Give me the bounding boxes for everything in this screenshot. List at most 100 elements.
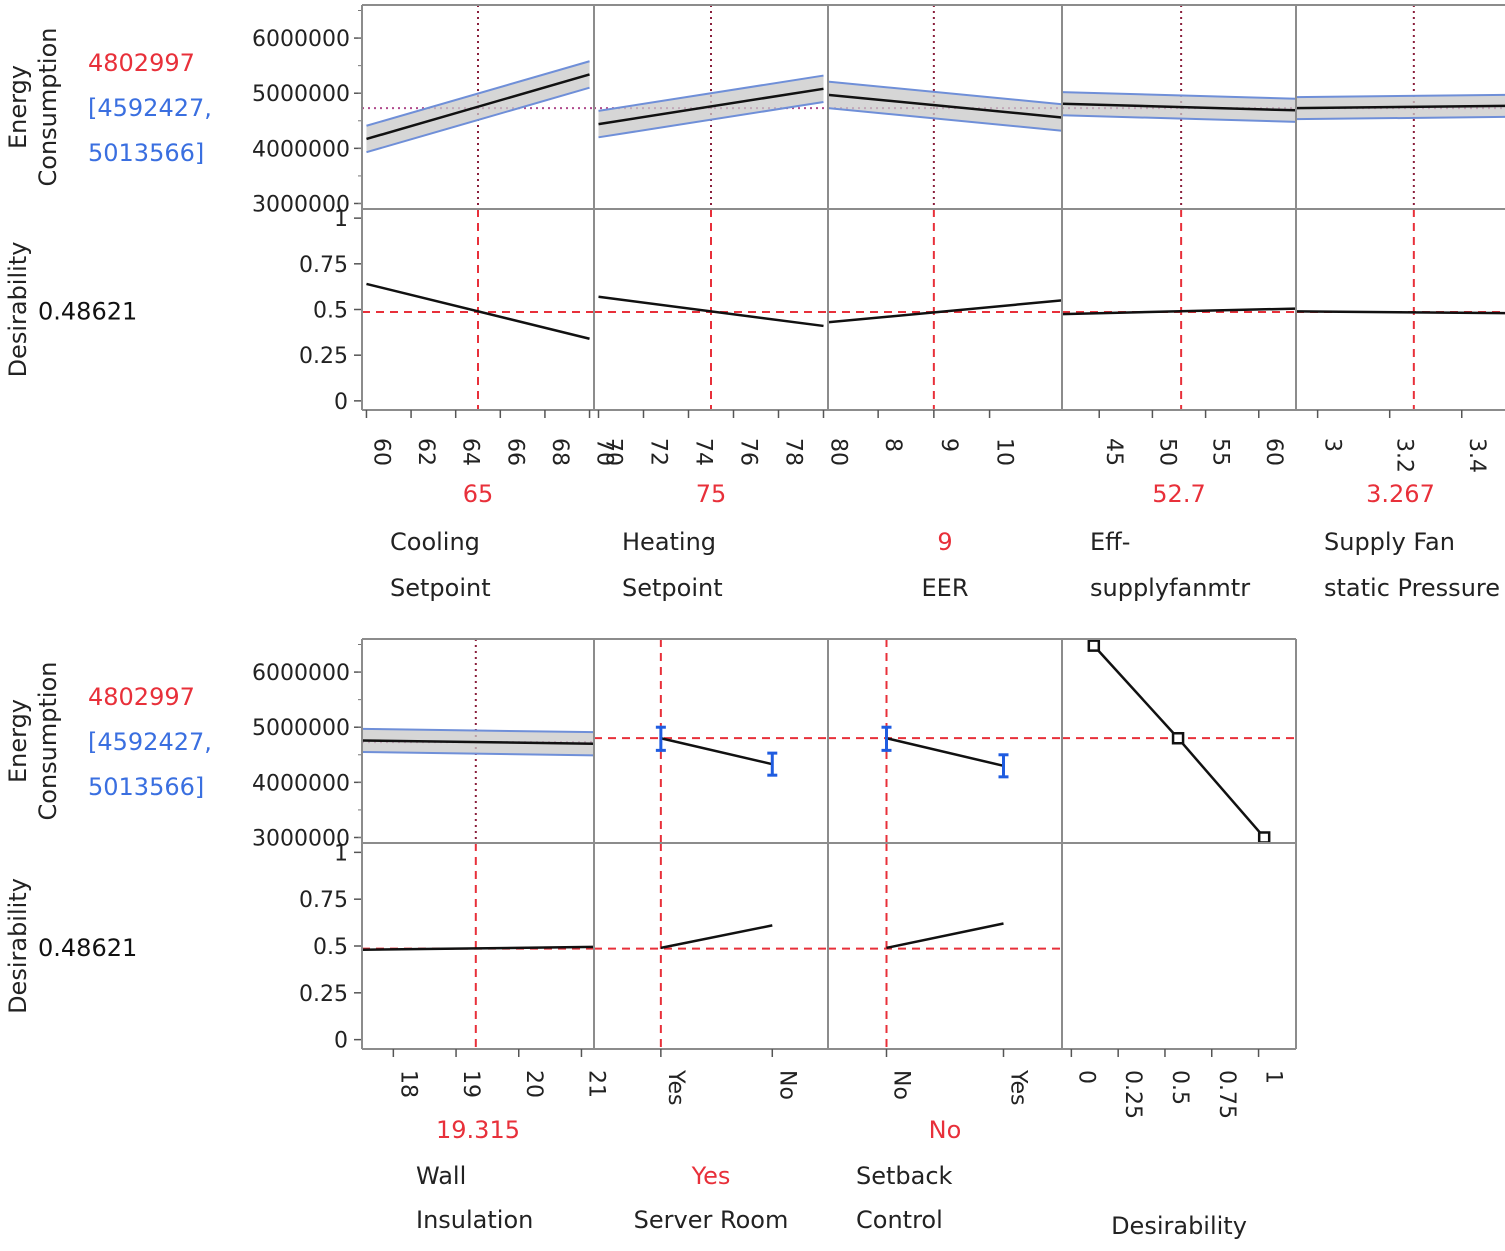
energy-tick-label: 3000000 xyxy=(252,826,350,851)
factor-label-line: Supply Fan xyxy=(1324,528,1455,556)
confidence-band-lower xyxy=(828,107,1062,132)
energy-tick-label: 5000000 xyxy=(252,716,350,741)
response-label-line-2: Consumption xyxy=(34,662,62,821)
desirability-handle xyxy=(1257,831,1271,844)
desirability-tick-label: 0 xyxy=(334,390,348,415)
factor-label-line: EER xyxy=(921,574,968,602)
prediction-trace xyxy=(1062,102,1296,112)
x-tick-label: No xyxy=(774,1070,799,1100)
panel-content xyxy=(828,5,1062,410)
desirability-handle xyxy=(1171,731,1185,745)
prediction-trace xyxy=(660,737,773,766)
x-tick-label: 9 xyxy=(936,438,961,452)
desirability-current-value: 0.48621 xyxy=(38,934,137,962)
factor-label-line: Heating xyxy=(622,528,716,556)
response-axis-label: EnergyConsumption xyxy=(4,28,62,187)
desirability-trace xyxy=(366,282,590,340)
factor-panel-setback-control: No Yes No Setback Control xyxy=(827,638,1063,1234)
factor-panel-eer: 8 9 10 9 EER xyxy=(827,4,1063,602)
x-tick-label: 68 xyxy=(547,438,572,466)
x-tick-label: 50 xyxy=(1154,438,1179,466)
factor-current-value: 65 xyxy=(463,480,494,508)
x-tick-label: 60 xyxy=(368,438,393,466)
x-tick-label: 64 xyxy=(458,438,483,466)
confidence-band-upper xyxy=(1062,91,1296,100)
desirability-trace xyxy=(362,945,594,951)
desirability-tick-label: 0.75 xyxy=(299,888,348,913)
x-tick-label: 8 xyxy=(880,438,905,452)
response-axis-label: EnergyConsumption xyxy=(4,662,62,821)
desirability-trace xyxy=(660,924,773,950)
desirability-tick-label: 1 xyxy=(334,207,348,232)
response-ci-upper: 5013566] xyxy=(88,139,204,167)
factor-label-line: Insulation xyxy=(416,1206,533,1234)
confidence-band-upper xyxy=(362,727,594,734)
desirability-trace xyxy=(598,295,824,328)
factor-panel-heating-setpoint: 70 72 74 76 78 80 75 Heating Setpoint xyxy=(593,4,851,602)
response-label-line-1: Energy xyxy=(4,699,32,783)
energy-tick-label: 6000000 xyxy=(252,27,350,52)
x-tick-label: 76 xyxy=(736,438,761,466)
factor-label-line: Setpoint xyxy=(622,574,723,602)
x-tick-label: Yes xyxy=(663,1069,688,1106)
factor-label-line: Cooling xyxy=(390,528,480,556)
factor-label-line: supplyfanmtr xyxy=(1090,574,1250,602)
response-ci-lower: [4592427, xyxy=(88,728,212,756)
x-tick-label: 55 xyxy=(1208,438,1233,466)
x-tick-label: 0.75 xyxy=(1214,1070,1239,1119)
row-2-labels: EnergyConsumption 4802997 [4592427, 5013566… xyxy=(4,644,362,1054)
desirability-tick-label: 0 xyxy=(334,1029,348,1054)
x-tick-label: 78 xyxy=(781,438,806,466)
desirability-tick-label: 0.25 xyxy=(299,344,348,369)
factor-panel-server-room: Yes No Yes Server Room xyxy=(593,638,829,1234)
energy-tick-label: 3000000 xyxy=(252,192,350,217)
x-tick-label: 10 xyxy=(992,438,1017,466)
desirability-tick-label: 0.5 xyxy=(313,935,348,960)
factor-panel-eff-supplyfanmtr: 45 50 55 60 52.7 Eff-supplyfanmtr xyxy=(1061,4,1297,602)
energy-tick-label: 4000000 xyxy=(252,771,350,796)
response-label-line-1: Energy xyxy=(4,65,32,149)
factor-current-value: 3.267 xyxy=(1366,480,1435,508)
factor-label-line: static Pressure xyxy=(1324,574,1500,602)
desirability-trace xyxy=(1062,307,1296,316)
x-tick-label: 72 xyxy=(646,438,671,466)
panel-content xyxy=(1296,5,1505,410)
x-tick-label: 21 xyxy=(583,1070,608,1098)
factor-label-line: Control xyxy=(856,1206,943,1234)
panel-content xyxy=(828,639,1062,1049)
x-tick-label: 0 xyxy=(1073,1070,1098,1084)
x-tick-label: 18 xyxy=(395,1070,420,1098)
panel-content xyxy=(594,5,828,410)
factor-label-line: Setpoint xyxy=(390,574,491,602)
panel-content xyxy=(362,639,594,1049)
desirability-tick-label: 1 xyxy=(334,841,348,866)
x-tick-label: Yes xyxy=(1006,1069,1031,1106)
prediction-trace xyxy=(598,87,824,126)
prediction-trace xyxy=(886,737,1004,768)
confidence-band-lower xyxy=(1062,114,1296,123)
response-ci-upper: 5013566] xyxy=(88,773,204,801)
confidence-band-upper xyxy=(828,80,1062,106)
factor-current-value: Yes xyxy=(691,1162,731,1190)
row-1-labels: EnergyConsumption 4802997 [4592427, 5013566… xyxy=(4,10,362,415)
panel-content xyxy=(1062,639,1296,844)
prediction-trace xyxy=(362,739,594,746)
row-labels: EnergyConsumption 4802997[4592427,5013566… xyxy=(4,10,362,1054)
x-tick-label: 62 xyxy=(413,438,438,466)
x-tick-label: 45 xyxy=(1101,438,1126,466)
x-tick-label: 20 xyxy=(521,1070,546,1098)
desirability-trace xyxy=(1296,310,1505,315)
x-tick-label: No xyxy=(889,1070,914,1100)
x-tick-label: 1 xyxy=(1261,1070,1286,1084)
x-tick-label: 74 xyxy=(691,438,716,466)
desirability-trace xyxy=(828,299,1062,324)
panel-content xyxy=(1062,5,1296,410)
desirability-axis-label: Desirability xyxy=(4,242,32,378)
x-tick-label: 80 xyxy=(826,438,851,466)
factor-label-line: Eff- xyxy=(1090,528,1130,556)
desirability-axis-label: Desirability xyxy=(4,878,32,1014)
x-tick-label: 3.2 xyxy=(1392,438,1417,473)
factor-label-line: Server Room xyxy=(634,1206,789,1234)
energy-tick-label: 4000000 xyxy=(252,137,350,162)
